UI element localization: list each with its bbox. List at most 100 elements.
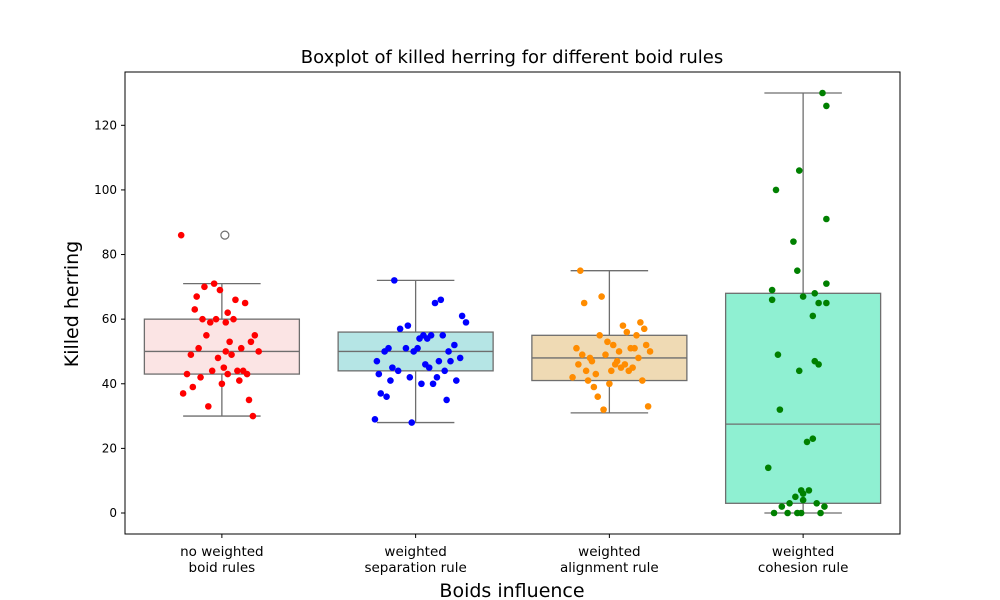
data-point <box>584 377 592 384</box>
data-point <box>598 293 605 300</box>
data-point <box>377 390 385 397</box>
data-point <box>222 348 230 355</box>
data-point <box>817 509 824 517</box>
data-point <box>210 280 218 287</box>
data-point <box>633 332 640 339</box>
data-point <box>247 338 255 346</box>
data-point <box>197 374 204 381</box>
data-point <box>445 348 452 355</box>
data-point <box>201 283 208 291</box>
data-point <box>819 89 826 97</box>
data-point <box>821 503 828 510</box>
data-point <box>799 293 807 300</box>
plot-area: 0 20 40 60 80 100 120 no weighted boid rules weig… <box>94 71 901 576</box>
data-point <box>406 374 414 381</box>
data-point <box>615 348 623 355</box>
y-tick-label: 120 <box>94 118 117 132</box>
data-point <box>224 309 231 316</box>
data-point <box>389 364 396 371</box>
data-point <box>795 367 803 375</box>
data-point <box>408 419 416 426</box>
data-point <box>794 267 801 274</box>
data-point <box>222 319 230 326</box>
data-point <box>435 357 443 365</box>
data-point <box>183 370 191 378</box>
data-point <box>609 341 617 349</box>
data-point <box>462 319 470 326</box>
data-point <box>458 312 466 320</box>
data-point <box>195 344 202 352</box>
data-point <box>776 406 784 413</box>
data-point <box>764 464 772 472</box>
data-point <box>623 328 631 336</box>
data-point <box>205 403 212 410</box>
data-point <box>786 500 793 507</box>
data-point <box>443 396 450 404</box>
data-point <box>218 380 226 388</box>
data-point <box>799 496 807 504</box>
data-point <box>772 186 780 194</box>
data-point <box>220 364 228 371</box>
data-point <box>815 361 822 368</box>
data-point <box>245 396 253 404</box>
data-point <box>249 412 257 420</box>
data-point <box>594 393 602 400</box>
data-point <box>375 370 383 378</box>
data-point <box>625 367 633 375</box>
data-point <box>805 487 813 494</box>
data-point <box>179 390 187 397</box>
x-tick-label: weighted separation rule <box>364 544 466 576</box>
data-point <box>191 306 199 313</box>
data-point <box>410 348 417 355</box>
data-point <box>582 367 590 375</box>
x-tick-label: no weighted boid rules <box>180 544 264 576</box>
data-point <box>381 348 388 355</box>
data-point <box>177 231 185 239</box>
data-point <box>637 319 644 326</box>
data-point <box>809 312 817 320</box>
data-point <box>425 364 433 371</box>
data-point <box>423 335 431 342</box>
data-point <box>575 361 582 368</box>
data-point <box>383 393 390 400</box>
data-point <box>608 367 615 375</box>
data-point <box>387 377 394 384</box>
axes-frame <box>124 71 901 535</box>
data-point <box>809 435 817 442</box>
data-point <box>237 344 245 352</box>
data-point <box>431 299 439 307</box>
data-point <box>230 315 237 323</box>
data-point <box>232 296 239 304</box>
data-point <box>433 374 441 381</box>
data-point <box>768 296 776 304</box>
data-point <box>774 351 782 358</box>
data-point <box>795 167 803 174</box>
data-point <box>790 238 797 245</box>
data-point <box>803 438 811 446</box>
data-point <box>418 380 425 388</box>
y-axis-title: Killed herring <box>61 241 83 368</box>
data-point <box>402 344 410 352</box>
data-point <box>241 299 249 307</box>
data-point <box>815 299 822 307</box>
data-point <box>588 357 596 365</box>
data-point <box>234 367 241 375</box>
data-point <box>811 290 819 297</box>
data-point <box>391 277 398 284</box>
x-tick-label: weighted cohesion rule <box>758 544 849 576</box>
box <box>724 292 882 504</box>
data-point <box>456 354 464 362</box>
data-point <box>193 293 200 300</box>
data-point <box>206 319 214 326</box>
data-point <box>441 367 448 375</box>
x-axis-title: Boids influence <box>439 580 584 600</box>
data-point <box>606 380 613 388</box>
data-point <box>784 509 791 517</box>
data-point <box>226 338 233 346</box>
data-point <box>640 325 648 333</box>
data-point <box>768 286 776 294</box>
data-point <box>596 332 603 339</box>
data-point <box>447 357 454 365</box>
data-point <box>617 364 625 371</box>
